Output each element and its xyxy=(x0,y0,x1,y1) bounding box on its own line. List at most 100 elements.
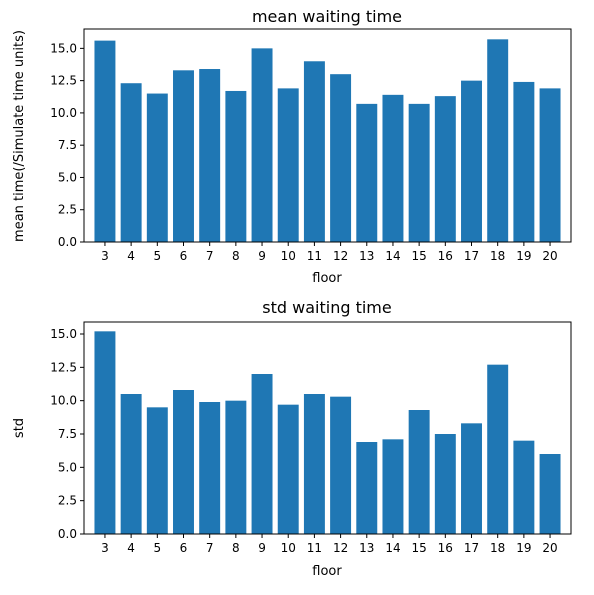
x-tick-label: 8 xyxy=(232,541,240,555)
x-tick-label: 18 xyxy=(490,249,505,263)
chart-title: std waiting time xyxy=(262,298,391,317)
y-ticks: 0.0 2.5 5.0 7.5 10.0 12.5 15.0 xyxy=(50,327,84,541)
bar-floor-11 xyxy=(303,61,325,242)
bar-floor-16 xyxy=(434,434,456,534)
x-tick-label: 11 xyxy=(307,541,322,555)
bar-floor-10 xyxy=(277,88,299,242)
bar-floor-5 xyxy=(146,407,168,534)
y-tick-label: 10.0 xyxy=(50,394,77,408)
bar-floor-17 xyxy=(461,423,482,534)
bar-floor-6 xyxy=(173,70,194,242)
x-tick-label: 12 xyxy=(333,249,348,263)
bar-floor-8 xyxy=(225,90,247,243)
y-tick-label: 7.5 xyxy=(58,427,77,441)
x-tick-label: 6 xyxy=(180,249,188,263)
bar-floor-18 xyxy=(487,364,509,534)
x-tick-label: 13 xyxy=(359,249,374,263)
bar-floor-9 xyxy=(251,48,273,242)
x-axis-label: floor xyxy=(312,564,342,579)
bar-floor-5 xyxy=(146,93,168,242)
x-tick-label: 13 xyxy=(359,541,374,555)
x-tick-label: 9 xyxy=(258,249,266,263)
bar-floor-13 xyxy=(356,442,378,534)
y-axis-label: mean time(/Simulate time units) xyxy=(12,30,27,242)
x-tick-label: 14 xyxy=(385,249,400,263)
x-tick-label: 19 xyxy=(516,249,531,263)
x-axis-label: floor xyxy=(312,271,342,286)
x-tick-label: 8 xyxy=(232,249,240,263)
x-tick-label: 20 xyxy=(542,249,557,263)
x-tick-label: 18 xyxy=(490,541,505,555)
bar-floor-7 xyxy=(199,69,221,243)
x-tick-label: 9 xyxy=(258,541,266,555)
y-tick-label: 15.0 xyxy=(50,41,77,55)
x-tick-label: 14 xyxy=(385,541,400,555)
std-waiting-chart: std waiting time std floor 0.0 2.5 5.0 7.5 1… xyxy=(12,298,572,579)
x-tick-label: 3 xyxy=(101,541,109,555)
x-tick-label: 7 xyxy=(206,249,214,263)
y-tick-label: 12.5 xyxy=(50,74,77,88)
bar-floor-17 xyxy=(461,80,482,242)
bar-floor-13 xyxy=(356,103,378,243)
y-tick-label: 5.0 xyxy=(58,460,77,474)
bar-group xyxy=(94,39,561,243)
x-tick-label: 4 xyxy=(127,249,135,263)
y-tick-label: 2.5 xyxy=(58,203,77,217)
bar-floor-20 xyxy=(539,88,561,242)
y-tick-label: 15.0 xyxy=(50,327,77,341)
bar-floor-4 xyxy=(120,83,142,242)
bar-floor-16 xyxy=(434,96,456,242)
y-tick-label: 12.5 xyxy=(50,360,77,374)
y-ticks: 0.0 2.5 5.0 7.5 10.0 12.5 15.0 xyxy=(50,41,84,249)
x-tick-label: 5 xyxy=(153,249,161,263)
bar-floor-10 xyxy=(277,404,299,534)
mean-waiting-chart: mean waiting time mean time(/Simulate ti… xyxy=(12,7,572,286)
bar-floor-3 xyxy=(94,40,116,243)
x-tick-label: 17 xyxy=(464,249,479,263)
x-tick-label: 15 xyxy=(411,541,426,555)
plot-frame xyxy=(83,321,572,535)
y-tick-label: 10.0 xyxy=(50,106,77,120)
bar-floor-19 xyxy=(513,81,535,243)
bar-floor-12 xyxy=(330,74,352,243)
x-tick-label: 16 xyxy=(438,249,453,263)
x-tick-label: 10 xyxy=(281,541,296,555)
bar-floor-11 xyxy=(303,394,325,534)
x-tick-label: 16 xyxy=(438,541,453,555)
y-tick-label: 0.0 xyxy=(58,235,77,249)
bar-floor-14 xyxy=(382,439,404,534)
chart-title: mean waiting time xyxy=(252,7,402,26)
x-tick-label: 7 xyxy=(206,541,214,555)
bar-floor-8 xyxy=(225,400,247,534)
bar-floor-15 xyxy=(408,410,430,534)
bar-group xyxy=(94,331,561,534)
x-tick-label: 15 xyxy=(411,249,426,263)
x-tick-label: 3 xyxy=(101,249,109,263)
bar-floor-19 xyxy=(513,440,535,534)
y-tick-label: 2.5 xyxy=(58,494,77,508)
y-tick-label: 0.0 xyxy=(58,527,77,541)
x-tick-label: 10 xyxy=(281,249,296,263)
x-tick-label: 6 xyxy=(180,541,188,555)
y-axis-label: std xyxy=(12,418,27,438)
bar-floor-12 xyxy=(330,396,352,534)
x-ticks: 3 4 5 6 7 8 9 10 11 12 13 14 15 16 17 18 19 20 xyxy=(101,534,558,555)
bar-floor-18 xyxy=(487,39,509,242)
x-tick-label: 17 xyxy=(464,541,479,555)
bar-floor-14 xyxy=(382,94,404,242)
bar-floor-20 xyxy=(539,454,561,534)
x-tick-label: 11 xyxy=(307,249,322,263)
bar-floor-7 xyxy=(199,402,221,534)
x-tick-label: 4 xyxy=(127,541,135,555)
x-tick-label: 12 xyxy=(333,541,348,555)
bar-floor-9 xyxy=(251,374,273,534)
bar-floor-15 xyxy=(408,103,430,243)
bar-floor-4 xyxy=(120,394,142,534)
bar-floor-3 xyxy=(94,331,116,534)
bar-floor-6 xyxy=(173,390,194,534)
x-tick-label: 20 xyxy=(542,541,557,555)
x-ticks: 3 4 5 6 7 8 9 10 11 12 13 14 15 16 17 18 19 20 xyxy=(101,242,558,263)
y-tick-label: 7.5 xyxy=(58,138,77,152)
plot-frame xyxy=(83,28,572,243)
x-tick-label: 5 xyxy=(153,541,161,555)
